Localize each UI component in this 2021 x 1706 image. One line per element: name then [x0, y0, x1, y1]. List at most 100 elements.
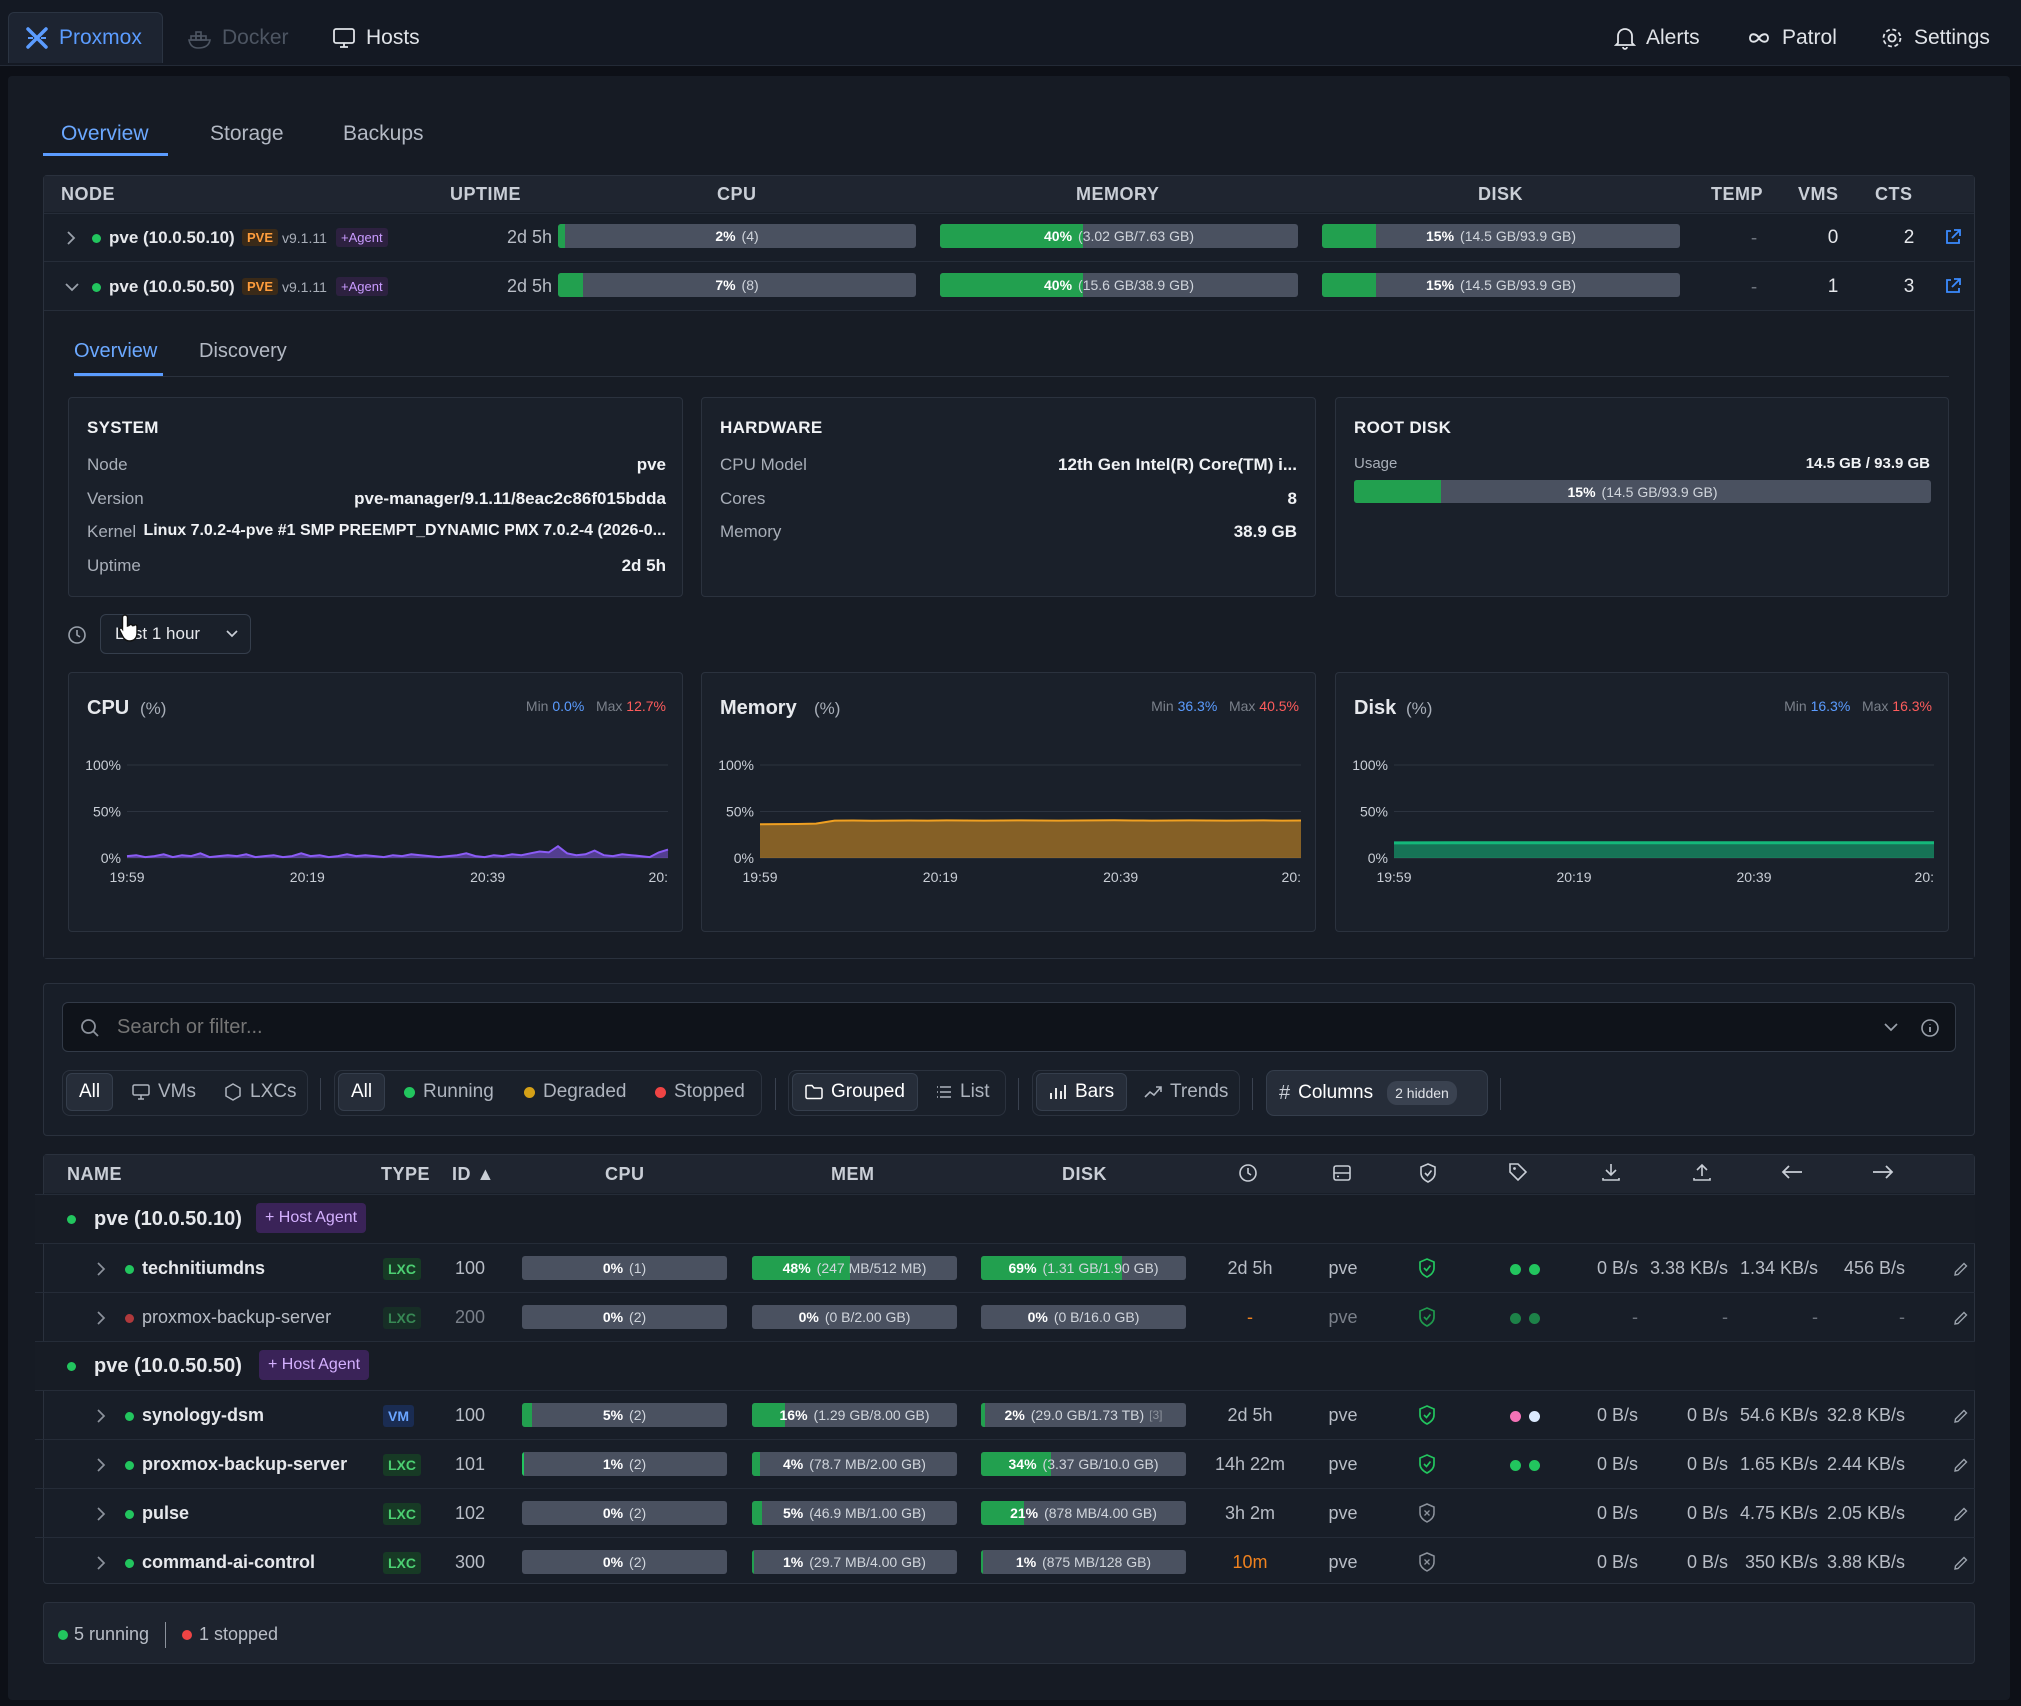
shield-icon[interactable] [1417, 1551, 1437, 1573]
col-vms[interactable]: VMS [1798, 184, 1839, 204]
search-box[interactable] [62, 1002, 1956, 1052]
tag-dot[interactable] [1510, 1460, 1521, 1471]
tag-icon[interactable] [1508, 1162, 1528, 1182]
guest-name[interactable]: command-ai-control [142, 1552, 316, 1572]
col-cpu[interactable]: CPU [605, 1164, 645, 1184]
guest-name[interactable]: proxmox-backup-server [142, 1307, 332, 1327]
col-uptime[interactable]: UPTIME [450, 184, 522, 204]
shield-icon[interactable] [1418, 1162, 1438, 1184]
chevron-right-icon[interactable] [96, 1457, 106, 1473]
col-name[interactable]: NAME [67, 1164, 122, 1184]
edit-icon[interactable] [1953, 1506, 1969, 1522]
tag-dot[interactable] [1529, 1460, 1540, 1471]
shield-icon[interactable] [1417, 1306, 1437, 1328]
detail-tab-discovery[interactable]: Discovery [199, 340, 287, 362]
tag-dot[interactable] [1529, 1411, 1540, 1422]
filter-status-degraded[interactable]: Degraded [512, 1073, 638, 1111]
edit-icon[interactable] [1953, 1310, 1969, 1326]
col-disk[interactable]: DISK [1062, 1164, 1108, 1184]
col-disk[interactable]: DISK [1478, 184, 1524, 204]
tab-hosts[interactable]: Hosts [316, 12, 436, 63]
tab-docker[interactable]: Docker [172, 12, 305, 63]
chevron-right-icon[interactable] [96, 1408, 106, 1424]
chevron-down-icon[interactable] [1884, 1023, 1898, 1032]
chevron-down-icon[interactable] [64, 282, 80, 292]
col-cts[interactable]: CTS [1875, 184, 1913, 204]
tag-dot[interactable] [1510, 1313, 1521, 1324]
node-name[interactable]: pve (10.0.50.10) [109, 228, 235, 247]
node-row[interactable]: pve (10.0.50.50) PVE v9.1.11 +Agent 2d 5… [44, 261, 1974, 310]
tab-backups[interactable]: Backups [343, 122, 424, 145]
alerts-button[interactable]: Alerts [1614, 18, 1700, 58]
view-grouped[interactable]: Grouped [792, 1073, 918, 1111]
patrol-button[interactable]: Patrol [1746, 18, 1837, 58]
columns-button[interactable]: # Columns 2 hidden [1266, 1070, 1488, 1116]
guest-row[interactable]: pulse LXC 102 0% (2) 5% (46.9 MB/1.00 GB) … [35, 1488, 1975, 1537]
edit-icon[interactable] [1953, 1555, 1969, 1571]
guest-name[interactable]: pulse [142, 1503, 190, 1523]
search-input[interactable] [117, 1011, 1817, 1043]
filter-status-running[interactable]: Running [392, 1073, 506, 1111]
tab-storage[interactable]: Storage [210, 122, 284, 145]
clock-icon[interactable] [1238, 1163, 1258, 1183]
shield-icon[interactable] [1417, 1502, 1437, 1524]
col-id[interactable]: ID ▲ [452, 1164, 495, 1184]
group-header[interactable]: pve (10.0.50.50) + Host Agent [35, 1341, 1975, 1390]
bar-extra: [3] [1149, 1408, 1163, 1422]
filter-type-all[interactable]: All [66, 1073, 114, 1111]
edit-icon[interactable] [1953, 1261, 1969, 1277]
display-trends[interactable]: Trends [1132, 1073, 1240, 1111]
tab-overview[interactable]: Overview [61, 122, 149, 145]
guest-row[interactable]: command-ai-control LXC 300 0% (2) 1% (29.7… [35, 1537, 1975, 1586]
tag-dot[interactable] [1510, 1411, 1521, 1422]
external-link-icon[interactable] [1944, 277, 1962, 295]
tab-proxmox[interactable]: Proxmox [8, 12, 163, 63]
settings-button[interactable]: Settings [1880, 18, 1990, 58]
col-cpu[interactable]: CPU [717, 184, 757, 204]
node-name[interactable]: pve (10.0.50.50) [109, 277, 235, 296]
col-temp[interactable]: TEMP [1711, 184, 1764, 204]
download-icon[interactable] [1601, 1162, 1621, 1182]
filter-type-vms[interactable]: VMs [120, 1073, 208, 1111]
filter-type-lxcs[interactable]: LXCs [212, 1073, 308, 1111]
shield-icon[interactable] [1417, 1404, 1437, 1426]
chevron-right-icon[interactable] [96, 1555, 106, 1571]
chevron-right-icon[interactable] [96, 1261, 106, 1277]
guest-name[interactable]: synology-dsm [142, 1405, 265, 1425]
chevron-right-icon[interactable] [96, 1310, 106, 1326]
guest-row[interactable]: proxmox-backup-server LXC 200 0% (2) 0% (0… [35, 1292, 1975, 1341]
shield-icon[interactable] [1417, 1257, 1437, 1279]
col-mem[interactable]: MEM [831, 1164, 875, 1184]
display-bars[interactable]: Bars [1036, 1073, 1128, 1111]
guest-name[interactable]: proxmox-backup-server [142, 1454, 348, 1474]
col-type[interactable]: TYPE [381, 1164, 431, 1184]
tag-dot[interactable] [1529, 1264, 1540, 1275]
arrow-right-icon[interactable] [1872, 1164, 1894, 1180]
view-list[interactable]: List [924, 1073, 1002, 1111]
group-name[interactable]: pve (10.0.50.50) [94, 1355, 242, 1377]
filter-status-all[interactable]: All [338, 1073, 386, 1111]
server-icon[interactable] [1332, 1163, 1352, 1183]
external-link-icon[interactable] [1944, 228, 1962, 246]
info-icon[interactable] [1920, 1018, 1940, 1038]
edit-icon[interactable] [1953, 1408, 1969, 1424]
tag-dot[interactable] [1529, 1313, 1540, 1324]
tag-dot[interactable] [1510, 1264, 1521, 1275]
arrow-left-icon[interactable] [1781, 1164, 1803, 1180]
upload-icon[interactable] [1692, 1162, 1712, 1182]
chevron-right-icon[interactable] [96, 1506, 106, 1522]
group-name[interactable]: pve (10.0.50.10) [94, 1208, 242, 1230]
col-memory[interactable]: MEMORY [1076, 184, 1160, 204]
guest-name[interactable]: technitiumdns [142, 1258, 266, 1278]
guest-row[interactable]: technitiumdns LXC 100 0% (1) 48% (247 MB/5… [35, 1243, 1975, 1292]
filter-status-stopped[interactable]: Stopped [643, 1073, 757, 1111]
chevron-right-icon[interactable] [66, 230, 76, 246]
shield-icon[interactable] [1417, 1453, 1437, 1475]
group-header[interactable]: pve (10.0.50.10) + Host Agent [35, 1194, 1975, 1243]
col-node[interactable]: NODE [61, 184, 116, 204]
edit-icon[interactable] [1953, 1457, 1969, 1473]
guest-row[interactable]: proxmox-backup-server LXC 101 1% (2) 4% (7… [35, 1439, 1975, 1488]
detail-tab-overview[interactable]: Overview [74, 340, 158, 362]
node-row[interactable]: pve (10.0.50.10) PVE v9.1.11 +Agent 2d 5… [44, 213, 1974, 261]
guest-row[interactable]: synology-dsm VM 100 5% (2) 16% (1.29 GB/8.… [35, 1390, 1975, 1439]
